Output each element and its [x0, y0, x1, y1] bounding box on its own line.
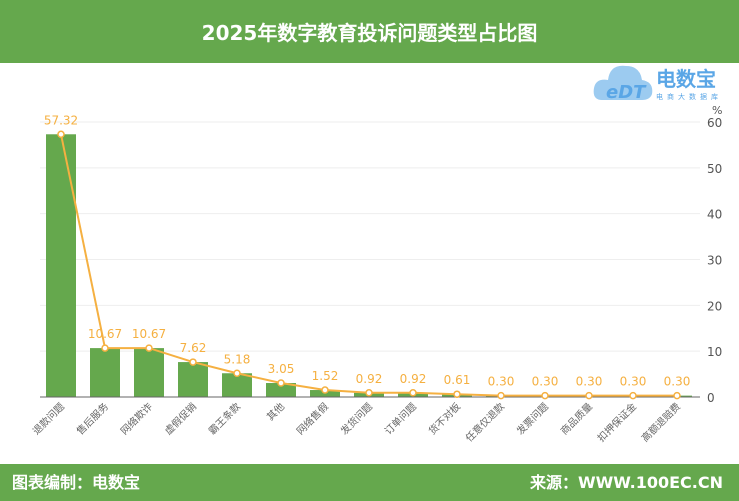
y-tick-label: 30	[707, 254, 722, 268]
data-label: 0.30	[620, 375, 647, 389]
x-tick-label: 霸王条款	[206, 400, 243, 437]
data-label: 3.05	[268, 362, 295, 376]
data-label: 10.67	[88, 327, 122, 341]
x-tick-label: 高额退赔费	[639, 400, 684, 445]
line-point	[629, 391, 637, 400]
y-tick-label: 20	[707, 299, 722, 313]
line-point	[365, 389, 373, 397]
line-point	[453, 390, 461, 398]
line-point	[57, 130, 65, 139]
chart-title: 2025年数字教育投诉问题类型占比图	[0, 0, 739, 63]
bar	[46, 134, 76, 397]
y-tick-label: 10	[707, 345, 722, 359]
cloud-logo-icon: eDT 电数宝 电商大数据库	[593, 65, 722, 103]
y-tick-label: 40	[707, 208, 722, 222]
y-tick-label: 0	[707, 391, 715, 405]
line-point	[409, 389, 417, 397]
footer-source: 来源：WWW.100EC.CN	[529, 473, 723, 492]
line-point	[321, 386, 329, 394]
x-tick-label: 任意仅退款	[463, 400, 508, 445]
logo: eDT 电数宝 电商大数据库	[592, 60, 732, 109]
line-point	[585, 391, 593, 400]
line-point	[277, 379, 285, 387]
data-label: 0.30	[532, 375, 559, 389]
bar	[178, 362, 208, 397]
data-label: 7.62	[180, 341, 207, 355]
data-label: 0.30	[488, 375, 515, 389]
x-tick-label: 发货问题	[338, 400, 375, 437]
data-label: 10.67	[132, 327, 166, 341]
line-point	[145, 344, 153, 352]
data-label: 57.32	[44, 113, 78, 127]
x-tick-label: 售后服务	[74, 400, 111, 437]
data-label: 0.92	[400, 372, 427, 386]
data-label: 0.61	[444, 373, 471, 387]
x-tick-label: 网络售假	[294, 400, 331, 437]
bar	[222, 373, 252, 397]
y-tick-label: 50	[707, 162, 722, 176]
bar	[90, 348, 120, 397]
logo-name: 电数宝	[656, 67, 716, 91]
data-label: 0.92	[356, 372, 383, 386]
line-point	[673, 391, 681, 400]
x-tick-label: 货不对板	[426, 400, 463, 437]
y-axis-unit: %	[712, 104, 722, 117]
bar	[266, 383, 296, 397]
x-tick-label: 发票问题	[514, 400, 551, 437]
x-tick-label: 订单问题	[382, 400, 419, 437]
x-tick-label: 退款问题	[30, 400, 67, 437]
x-tick-label: 虚假促销	[162, 400, 199, 437]
line-point	[233, 369, 241, 378]
data-label: 5.18	[224, 352, 251, 366]
x-tick-label: 商品质量	[558, 400, 595, 437]
data-label: 0.30	[576, 375, 603, 389]
line-point	[189, 358, 197, 366]
footer-credit: 图表编制：电数宝	[12, 473, 141, 492]
x-tick-label: 网络欺诈	[118, 400, 155, 437]
x-tick-label: 其他	[264, 400, 287, 423]
x-tick-label: 扣押保证金	[595, 400, 640, 445]
bar	[134, 348, 164, 397]
chart: 0 10 20 30 40 50 60% 退款问题 售后服务 网络欺诈 虚假促销 霸王条款 其他 网络售假…	[30, 104, 723, 445]
data-label: 0.30	[664, 375, 691, 389]
line-point	[541, 391, 549, 400]
logo-mark: eDT	[606, 82, 647, 103]
y-tick-label: 60	[707, 116, 722, 130]
line-point	[497, 391, 505, 400]
data-label: 1.52	[312, 369, 339, 383]
footer: 图表编制：电数宝 来源：WWW.100EC.CN	[0, 464, 739, 501]
line-point	[101, 344, 109, 352]
logo-subtitle: 电商大数据库	[656, 92, 722, 101]
